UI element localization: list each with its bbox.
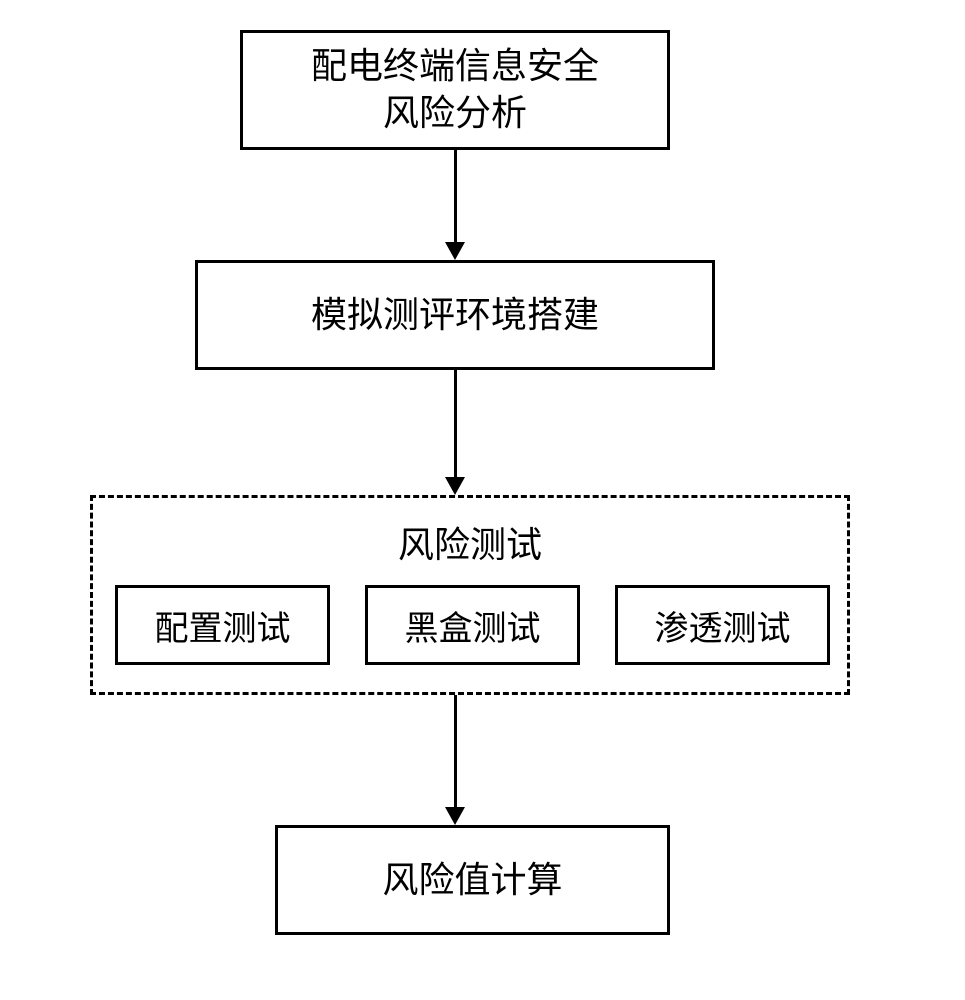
node1-line2: 风险分析: [383, 93, 527, 133]
subnode-config-test-text: 配置测试: [155, 601, 291, 650]
subnode-penetration-test: 渗透测试: [615, 585, 830, 665]
node-risk-calculation-text: 风险值计算: [382, 857, 562, 904]
node-env-setup: 模拟测评环境搭建: [195, 260, 715, 370]
subnode-config-test: 配置测试: [115, 585, 330, 665]
arrow-3-line: [454, 695, 457, 807]
subnode-blackbox-test: 黑盒测试: [365, 585, 580, 665]
node-risk-analysis-text: 配电终端信息安全 风险分析: [311, 43, 599, 137]
subnode-penetration-test-text: 渗透测试: [655, 601, 791, 650]
arrow-1-line: [454, 150, 457, 242]
subnode-blackbox-test-text: 黑盒测试: [405, 601, 541, 650]
arrow-3-head: [445, 807, 465, 825]
dashed-container-title: 风险测试: [93, 516, 847, 568]
flowchart-container: 配电终端信息安全 风险分析 模拟测评环境搭建 风险测试 配置测试 黑盒测试 渗透…: [0, 0, 965, 1000]
node-risk-calculation: 风险值计算: [275, 825, 670, 935]
arrow-2-head: [445, 477, 465, 495]
node1-line1: 配电终端信息安全: [311, 46, 599, 86]
arrow-1-head: [445, 242, 465, 260]
arrow-2-line: [454, 370, 457, 477]
node-env-setup-text: 模拟测评环境搭建: [311, 292, 599, 339]
node-risk-analysis: 配电终端信息安全 风险分析: [240, 30, 670, 150]
